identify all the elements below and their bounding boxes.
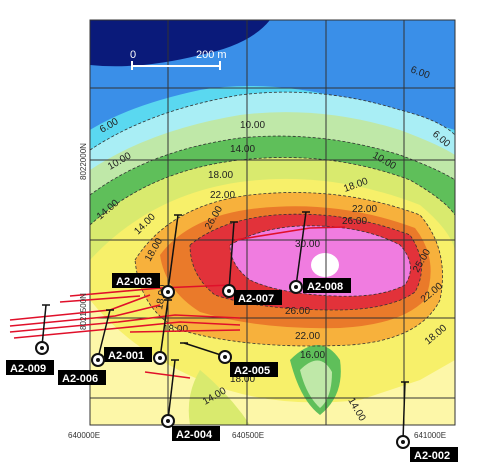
drill-hole-A2-005[interactable]: A2-005 [218,350,278,377]
drill-hole-A2-004[interactable]: A2-004 [161,414,220,441]
contour-label: 18.00 [208,170,233,181]
contour-lines [89,91,456,347]
vein-lines [9,226,346,379]
contour-label: 26.00 [342,216,367,227]
scale-bar-end-label: 200 m [196,49,227,61]
drill-hole-A2-002[interactable]: A2-002 [396,435,458,462]
axis-labels: 640000E 640500E 641000E 8022000N 8021500… [68,143,446,440]
contour-label: 14.00 [230,144,255,155]
drill-hole-label: A2-008 [307,281,343,293]
drill-hole-label: A2-007 [238,293,274,305]
drill-hole-A2-008[interactable]: A2-008 [289,278,351,294]
x-axis-tick-label: 641000E [414,431,446,440]
contour-label: 22.00 [352,204,377,215]
y-axis-tick-label: 8021500N [79,293,88,330]
drill-hole-A2-006[interactable]: A2-006 [58,353,106,385]
contour-label: 10.00 [240,120,265,131]
drill-hole-label: A2-006 [62,373,98,385]
x-axis-tick-label: 640500E [232,431,264,440]
contour-label: 30.00 [295,239,320,250]
drill-holes: A2-003 A2-001 A2-006 A2-009 A2-004 A2-00… [6,273,458,462]
drill-hole-label: A2-001 [108,350,144,362]
grid-lines [89,19,456,426]
contour-label: 18.00 [230,374,255,385]
drill-hole-A2-003[interactable]: A2-003 [112,273,175,299]
drill-hole-label: A2-004 [176,429,213,441]
scale-bar-zero-label: 0 [130,49,136,61]
drill-hole-A2-001[interactable]: A2-001 [104,347,167,365]
drill-traces [41,211,409,441]
drill-hole-label: A2-002 [414,450,450,462]
contour-label: 26.00 [285,306,310,317]
drill-hole-label: A2-003 [116,276,152,288]
contour-label: 22.00 [295,331,320,342]
y-axis-tick-label: 8022000N [79,143,88,180]
contour-label: 16.00 [300,350,325,361]
drill-hole-A2-007[interactable]: A2-007 [222,284,282,305]
drill-hole-A2-009[interactable]: A2-009 [6,341,54,375]
contour-label: 22.00 [210,190,235,201]
drill-hole-label: A2-009 [10,363,46,375]
contour-label: 18.00 [163,324,188,335]
x-axis-tick-label: 640000E [68,431,100,440]
drill-hole-label: A2-005 [234,365,270,377]
scale-bar: 0 200 m [130,49,227,70]
